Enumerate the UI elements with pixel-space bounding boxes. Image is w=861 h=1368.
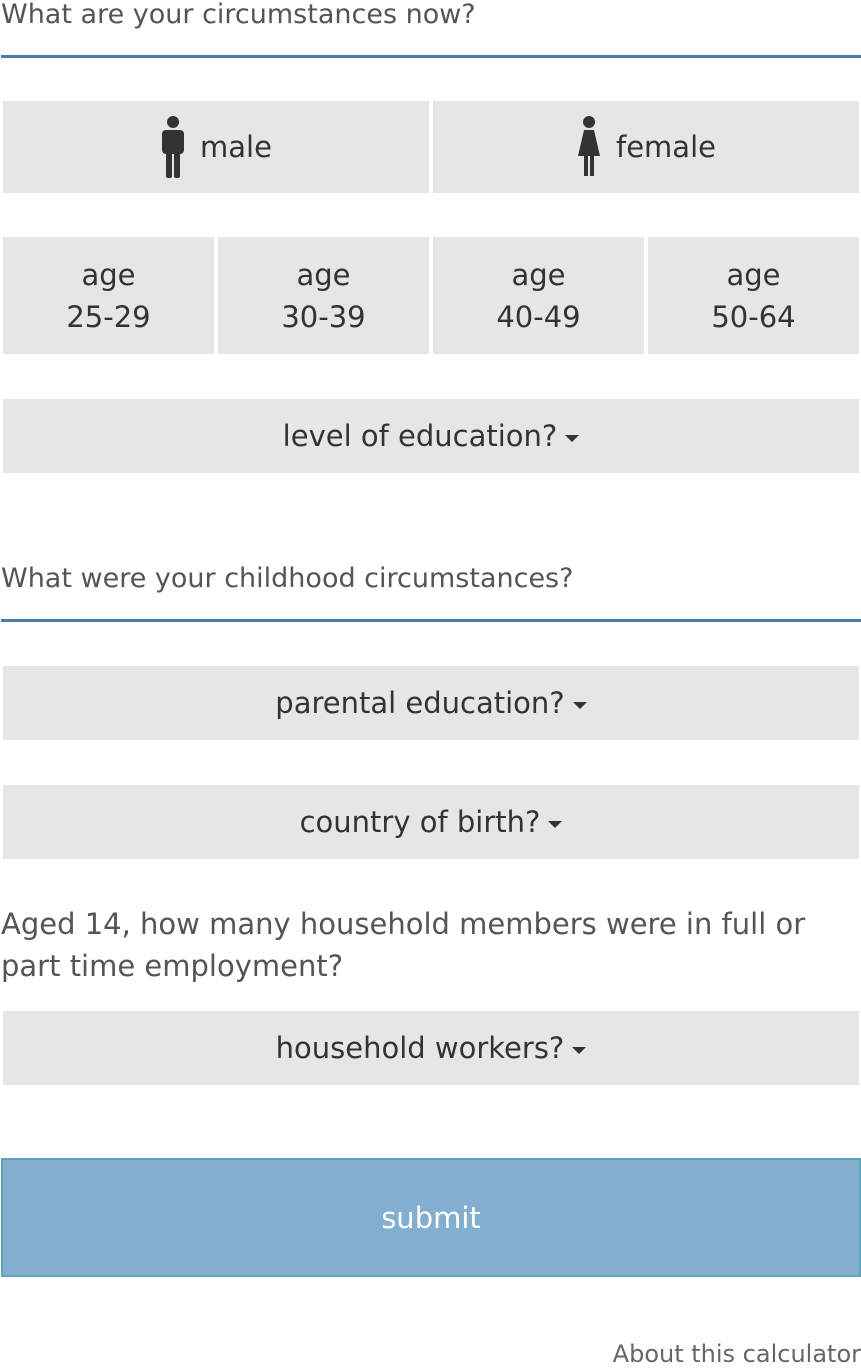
submit-label: submit bbox=[381, 1200, 481, 1235]
female-label: female bbox=[616, 130, 716, 164]
age-label: age bbox=[726, 257, 781, 292]
childhood-section-divider bbox=[1, 619, 861, 622]
age-label: age bbox=[81, 257, 136, 292]
country-of-birth-dropdown[interactable]: country of birth? bbox=[3, 785, 859, 859]
country-of-birth-dropdown-label: country of birth? bbox=[299, 805, 541, 839]
female-person-icon bbox=[578, 116, 600, 176]
age-range: 50-64 bbox=[711, 299, 796, 334]
current-circumstances-heading: What are your circumstances now? bbox=[1, 0, 476, 30]
caret-down-icon bbox=[572, 701, 587, 709]
male-button[interactable]: male bbox=[3, 101, 429, 193]
male-person-icon bbox=[162, 116, 185, 178]
household-workers-dropdown-label: household workers? bbox=[275, 1031, 565, 1065]
age-25-29-button[interactable]: age 25-29 bbox=[3, 237, 214, 354]
about-calculator-link[interactable]: About this calculator bbox=[612, 1340, 861, 1368]
current-section-divider bbox=[1, 55, 861, 58]
age-range: 30-39 bbox=[281, 299, 366, 334]
age-range: 25-29 bbox=[66, 299, 151, 334]
age-label: age bbox=[511, 257, 566, 292]
childhood-circumstances-heading: What were your childhood circumstances? bbox=[1, 563, 574, 594]
male-label: male bbox=[200, 130, 272, 164]
household-workers-question: Aged 14, how many household members were… bbox=[1, 907, 806, 983]
education-dropdown[interactable]: level of education? bbox=[3, 399, 859, 473]
age-50-64-button[interactable]: age 50-64 bbox=[648, 237, 859, 354]
age-label: age bbox=[296, 257, 351, 292]
caret-down-icon bbox=[572, 1046, 587, 1054]
parental-education-dropdown-label: parental education? bbox=[275, 686, 565, 720]
household-workers-dropdown[interactable]: household workers? bbox=[3, 1011, 859, 1085]
parental-education-dropdown[interactable]: parental education? bbox=[3, 666, 859, 740]
caret-down-icon bbox=[565, 434, 580, 442]
caret-down-icon bbox=[548, 820, 563, 828]
age-40-49-button[interactable]: age 40-49 bbox=[433, 237, 644, 354]
education-dropdown-label: level of education? bbox=[282, 419, 558, 453]
age-30-39-button[interactable]: age 30-39 bbox=[218, 237, 429, 354]
age-range: 40-49 bbox=[496, 299, 581, 334]
submit-button[interactable]: submit bbox=[1, 1158, 861, 1277]
female-button[interactable]: female bbox=[433, 101, 859, 193]
